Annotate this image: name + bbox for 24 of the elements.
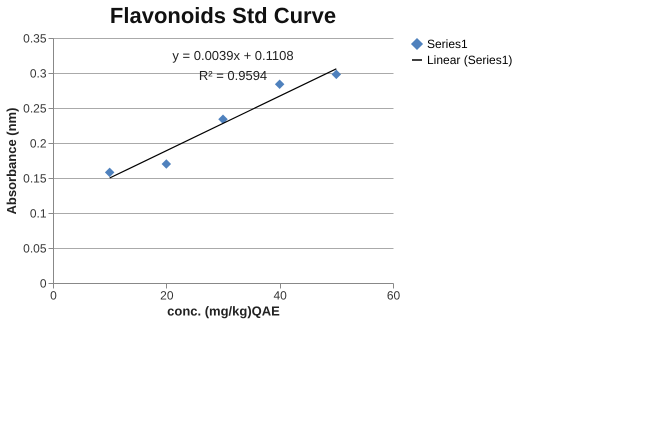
legend-label: Series1 [427,37,468,51]
y-tick-label: 0.15 [23,172,47,186]
x-axis-title: conc. (mg/kg)QAE [167,304,280,318]
chart-title: Flavonoids Std Curve [110,3,336,28]
y-tick-label: 0.35 [23,32,47,46]
x-tick-label: 20 [160,288,174,302]
y-tick-label: 0.05 [23,242,47,256]
annotation: y = 0.0039x + 0.1108 [172,48,294,63]
point [274,79,284,89]
point [162,159,172,169]
y-tick-label: 0.2 [30,136,47,150]
point [332,70,342,80]
x-tick-label: 60 [386,288,400,302]
annotation: R² = 0.9594 [198,68,268,83]
legend-label: Linear (Series1) [427,53,512,67]
x-tick-label: 0 [50,288,58,302]
point [104,168,114,178]
y-tick-label: 0.3 [30,66,47,80]
y-axis-title: Absorbance (nm) [4,108,20,214]
y-tick-label: 0.25 [23,102,47,116]
y-tick-label: 0 [40,276,47,290]
point [218,114,228,124]
x-tick-label: 40 [273,288,288,302]
y-tick-label: 0.1 [30,206,47,220]
